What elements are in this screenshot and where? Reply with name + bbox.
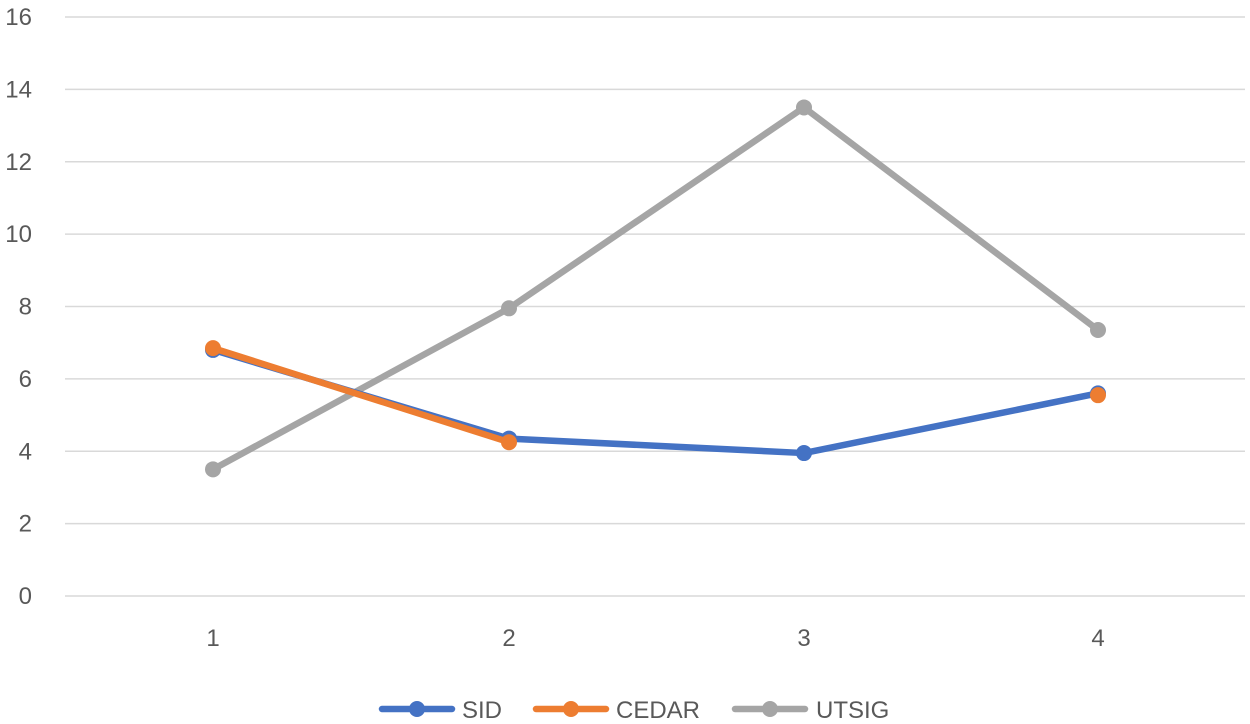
y-tick-label: 16: [5, 4, 32, 31]
series-line-cedar: [209, 344, 513, 446]
legend-item-cedar: CEDAR: [532, 697, 700, 724]
series-lines: [205, 99, 1106, 478]
gridlines: [65, 16, 1245, 597]
data-point-cedar: [205, 340, 221, 357]
y-tick-label: 2: [19, 511, 32, 538]
data-point-utsig: [1090, 322, 1106, 339]
y-tick-label: 8: [19, 294, 32, 321]
series-cedar: [205, 340, 1106, 451]
x-tick-label: 2: [502, 625, 515, 652]
legend-swatch-marker: [563, 701, 579, 717]
legend-label: CEDAR: [616, 697, 700, 724]
data-point-cedar: [501, 434, 517, 451]
data-point-utsig: [796, 99, 812, 116]
y-tick-label: 6: [19, 366, 32, 393]
data-point-utsig: [501, 300, 517, 317]
y-tick-label: 10: [5, 221, 32, 248]
data-point-sid: [796, 445, 812, 462]
data-point-utsig: [205, 461, 221, 478]
x-tick-label: 4: [1091, 625, 1104, 652]
y-axis-ticks: 0 2 4 6 8 10 12 14 16: [5, 4, 32, 610]
legend-swatch-marker: [409, 701, 425, 717]
legend-label: UTSIG: [816, 697, 889, 724]
y-tick-label: 0: [19, 583, 32, 610]
series-line-sid: [209, 346, 1102, 457]
legend-item-utsig: UTSIG: [731, 697, 889, 724]
legend-label: SID: [462, 697, 502, 724]
series-line-utsig: [209, 104, 1102, 473]
series-utsig: [205, 99, 1106, 478]
x-axis-ticks: 1 2 3 4: [206, 625, 1104, 652]
y-tick-label: 12: [5, 149, 32, 176]
x-tick-label: 1: [206, 625, 219, 652]
legend-item-sid: SID: [378, 697, 502, 724]
legend-swatch-marker: [762, 701, 778, 717]
y-tick-label: 14: [5, 76, 32, 103]
y-tick-label: 4: [19, 438, 32, 465]
data-point-cedar: [1090, 387, 1106, 404]
x-tick-label: 3: [797, 625, 810, 652]
legend: SID CEDAR UTSIG: [378, 697, 889, 724]
